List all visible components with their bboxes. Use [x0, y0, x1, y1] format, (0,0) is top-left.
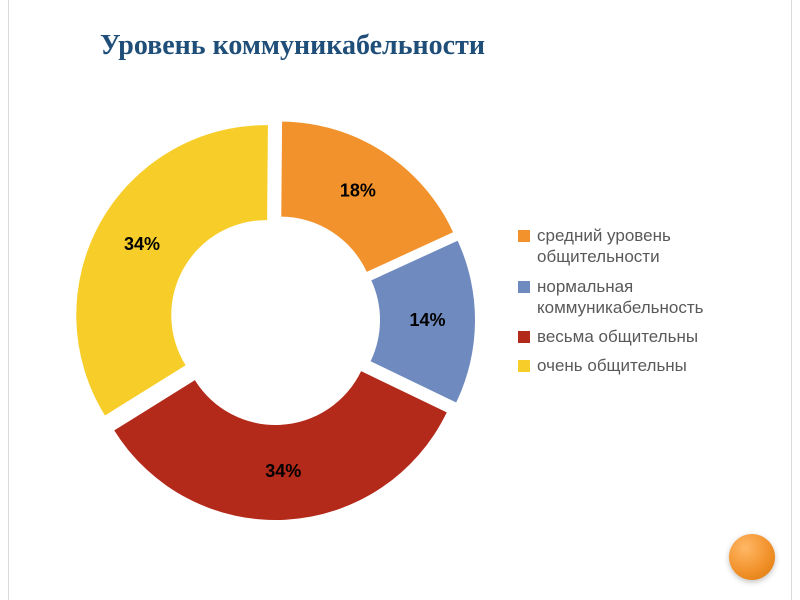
legend-swatch-icon — [518, 360, 530, 372]
legend-swatch-icon — [518, 281, 530, 293]
legend-text: нормальная коммуникабельность — [537, 276, 783, 319]
slice-label-normal: 14% — [409, 310, 445, 330]
legend-text: средний уровень общительности — [537, 225, 783, 268]
chart-legend: средний уровень общительности нормальная … — [518, 225, 783, 385]
slice-label-very: 34% — [265, 461, 301, 481]
legend-swatch-icon — [518, 331, 530, 343]
slice-label-medium: 18% — [340, 181, 376, 201]
legend-text: весьма общительны — [537, 326, 783, 347]
donut-chart: 18% 14% 34% 34% — [55, 100, 495, 540]
legend-item: весьма общительны — [518, 326, 783, 347]
legend-swatch-icon — [518, 230, 530, 242]
legend-item: средний уровень общительности — [518, 225, 783, 268]
legend-text: очень общительны — [537, 355, 783, 376]
donut-slice-very — [114, 371, 447, 520]
legend-item: нормальная коммуникабельность — [518, 276, 783, 319]
page-title: Уровень коммуникабельности — [100, 30, 485, 62]
legend-item: очень общительны — [518, 355, 783, 376]
decoration-ball-icon — [729, 534, 775, 580]
slice-label-extreme: 34% — [124, 234, 160, 254]
donut-slice-extreme — [76, 125, 268, 415]
